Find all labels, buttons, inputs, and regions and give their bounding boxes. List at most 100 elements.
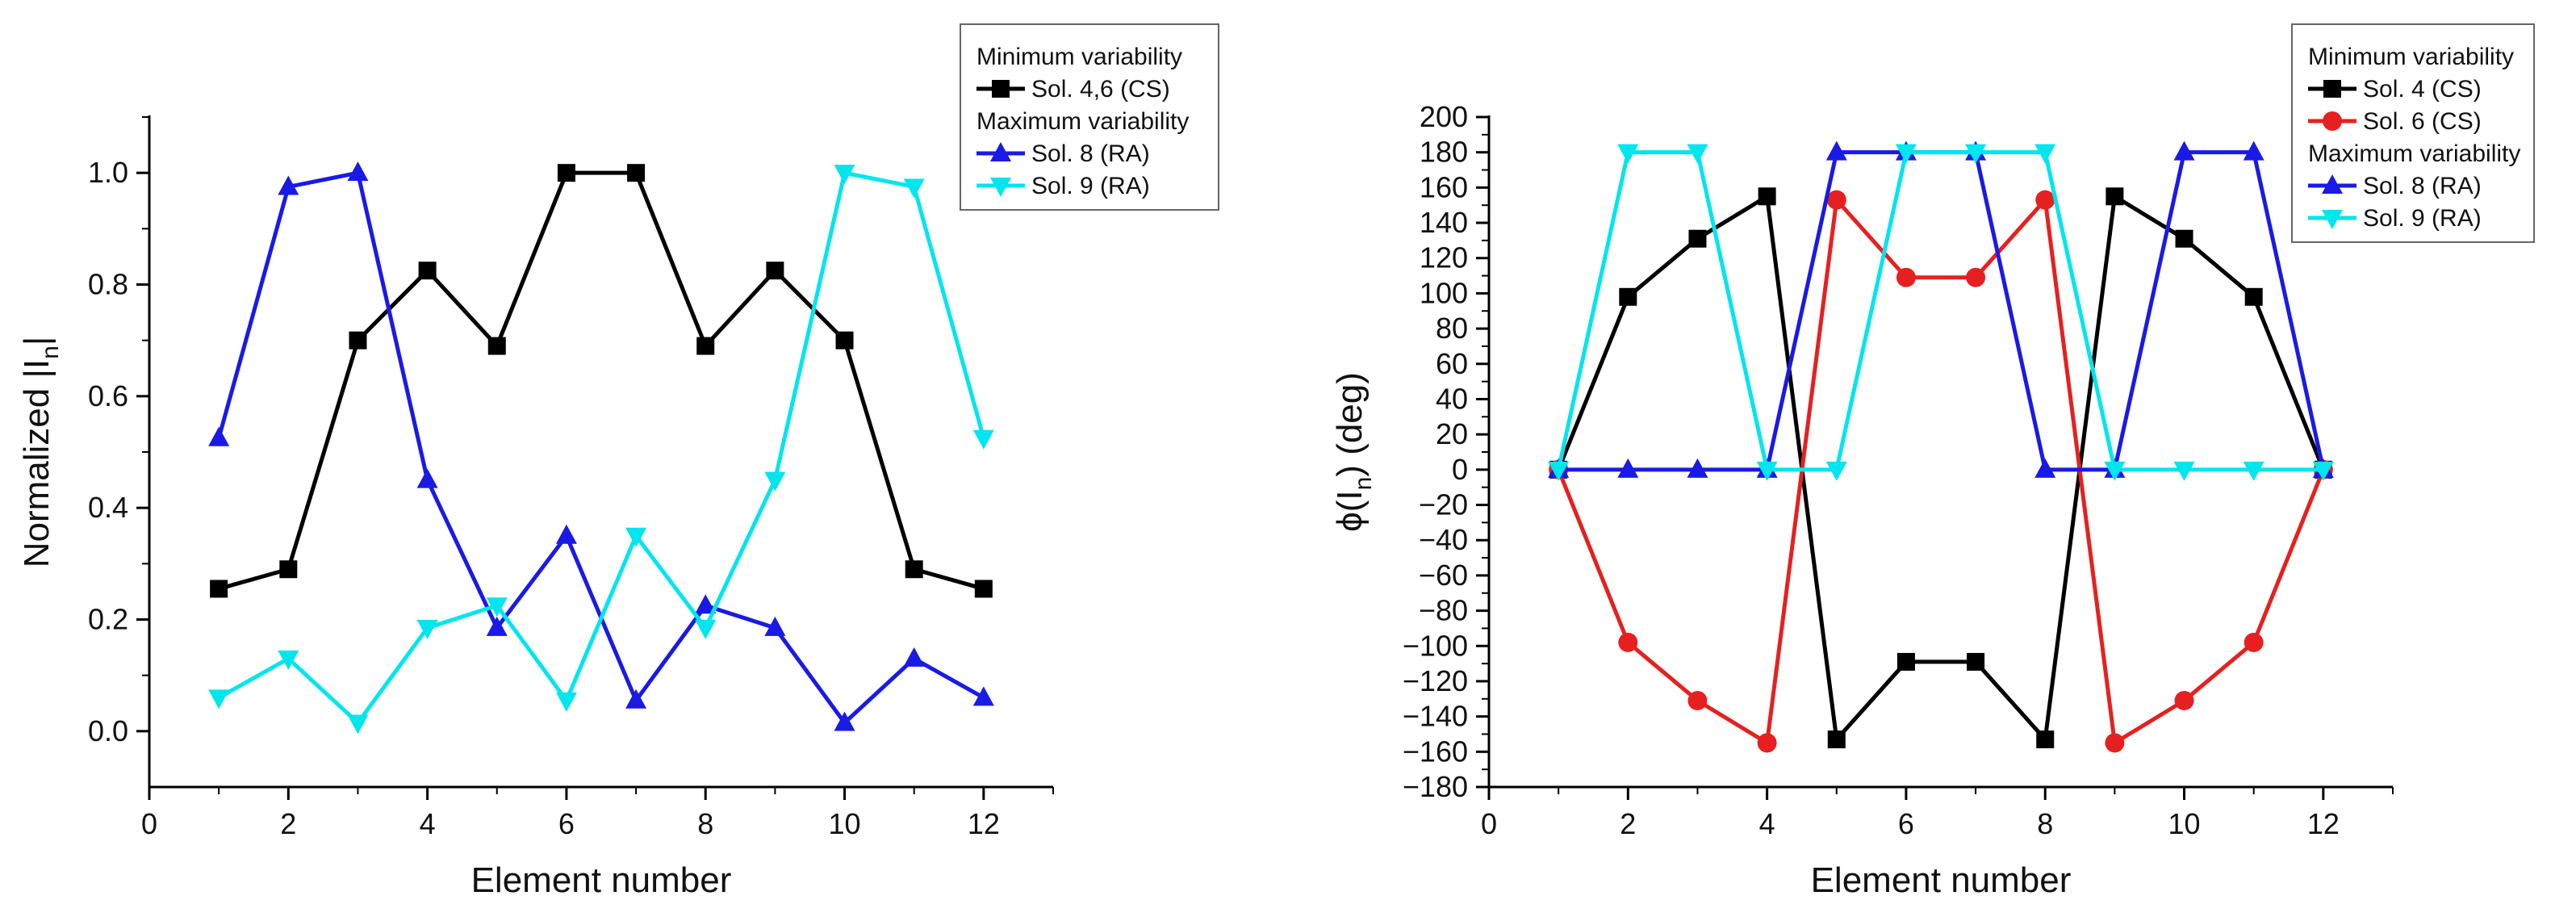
data-point	[1548, 461, 1570, 481]
y-tick-label: 0.4	[88, 491, 128, 524]
data-point	[835, 331, 854, 350]
data-point	[625, 527, 647, 547]
data-point	[1688, 229, 1707, 248]
legend-swatch-marker	[990, 142, 1011, 161]
y-tick-label: 20	[1436, 417, 1468, 450]
data-point	[208, 689, 230, 710]
data-point	[1826, 190, 1846, 210]
data-point	[1758, 187, 1776, 206]
data-point	[627, 164, 646, 182]
series-line	[217, 170, 986, 726]
y-axis-title-main: Normalized |I	[17, 359, 56, 567]
chart-1: 0 2 4 6 8 10 12 0.0 0.2 0.4 0.6 0.8 1.0 Element numbe…	[17, 23, 1219, 900]
y-tick-label: 40	[1436, 382, 1468, 415]
data-point	[972, 429, 994, 450]
data-point	[418, 262, 437, 280]
data-point	[1896, 267, 1916, 287]
data-point	[764, 471, 786, 492]
series-3	[1548, 140, 2334, 478]
y-tick-label: 0	[1452, 453, 1468, 486]
data-point	[2034, 458, 2056, 478]
y-tick-label: −120	[1403, 664, 1468, 697]
data-point	[903, 647, 925, 667]
legend-swatch-marker	[2323, 80, 2341, 98]
data-point	[764, 616, 786, 636]
data-point	[625, 689, 647, 709]
data-point	[2244, 632, 2264, 652]
data-point	[1895, 144, 1917, 164]
x-tick-label: 4	[1759, 807, 1775, 840]
legend-header: Minimum variability	[2308, 44, 2514, 70]
y-tick-label: 0.0	[88, 714, 128, 747]
series-line	[1558, 150, 2326, 472]
y-tick-label: −40	[1419, 523, 1468, 556]
data-point	[557, 164, 575, 182]
data-point	[1825, 461, 1847, 481]
data-point	[834, 165, 855, 185]
data-point	[487, 337, 506, 355]
y-tick-label: −60	[1419, 559, 1468, 592]
data-point	[2173, 461, 2195, 481]
legend-header: Maximum variability	[976, 108, 1189, 135]
legend-swatch-marker	[990, 178, 1011, 197]
data-point	[1967, 652, 1985, 671]
x-axis-title: Element number	[1811, 860, 2072, 900]
data-point	[416, 619, 438, 639]
data-point	[905, 560, 923, 579]
legend-label: Sol. 9 (RA)	[2363, 205, 2482, 232]
data-point	[2174, 690, 2194, 710]
y-axis-title-subscript: n	[37, 345, 64, 359]
y-tick-label: 100	[1420, 276, 1468, 309]
series-line	[216, 170, 985, 726]
y-tick-label: 0.6	[88, 379, 128, 412]
data-point	[2036, 731, 2055, 749]
data-point	[1687, 690, 1708, 710]
data-point	[349, 331, 367, 350]
y-axis-title-suffix: |	[17, 337, 56, 345]
y-tick-label: 0.8	[88, 268, 128, 301]
legend-header: Minimum variability	[976, 44, 1182, 70]
y-tick-label: −160	[1403, 735, 1468, 768]
legend-swatch-marker	[2322, 210, 2343, 229]
data-point	[1756, 461, 1778, 481]
legend: Minimum variability Sol. 4 (CS) Sol. 6 (CS…	[2291, 23, 2535, 243]
y-tick-label: −180	[1403, 770, 1468, 803]
data-point	[347, 714, 369, 735]
data-point	[210, 580, 228, 598]
data-point	[2312, 461, 2334, 481]
x-tick-label: 10	[2168, 807, 2201, 840]
data-point	[2243, 461, 2264, 481]
x-tick-label: 8	[697, 807, 713, 840]
y-tick-label: 120	[1420, 241, 1468, 274]
y-tick-label: 80	[1436, 312, 1468, 345]
x-tick-label: 6	[1898, 807, 1914, 840]
x-tick-label: 2	[280, 807, 296, 840]
data-point	[208, 426, 230, 446]
y-axis-title-main: ϕ(I	[1330, 490, 1370, 532]
data-point	[555, 692, 577, 712]
y-axis-title-subscript: n	[1350, 477, 1377, 491]
x-tick-label: 12	[2307, 807, 2340, 840]
data-point	[278, 175, 299, 195]
data-point	[766, 262, 784, 280]
y-tick-label: −100	[1403, 629, 1468, 662]
data-point	[2173, 140, 2195, 161]
series-line	[1556, 150, 2323, 472]
y-tick-label: −20	[1419, 488, 1468, 521]
x-tick-label: 8	[2037, 807, 2053, 840]
data-point	[696, 337, 715, 355]
y-tick-label: 200	[1420, 100, 1468, 133]
data-point	[486, 597, 508, 617]
data-point	[416, 468, 438, 488]
data-point	[695, 594, 717, 614]
data-point	[279, 560, 298, 579]
data-point	[1618, 632, 1638, 652]
legend-label: Sol. 6 (CS)	[2363, 108, 2482, 135]
data-point	[2244, 287, 2263, 306]
legend-label: Sol. 8 (RA)	[2363, 173, 2482, 199]
y-tick-label: 180	[1420, 136, 1468, 169]
legend-header: Maximum variability	[2308, 140, 2520, 167]
legend-label: Sol. 4,6 (CS)	[1031, 76, 1170, 103]
data-point	[1966, 267, 1986, 287]
data-point	[2034, 144, 2056, 164]
